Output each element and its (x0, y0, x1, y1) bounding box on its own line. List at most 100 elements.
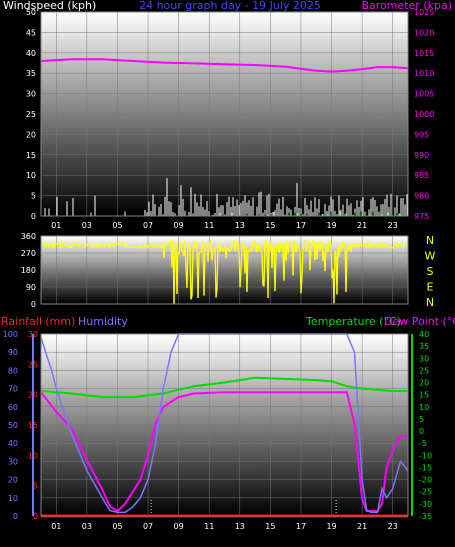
barometer-tick: 1005 (414, 90, 434, 99)
windspeed-tick: 5 (31, 192, 36, 201)
direction-mark (88, 244, 89, 245)
direction-mark (75, 245, 76, 246)
direction-mark (306, 249, 307, 251)
humidity-axis-label: Humidity (78, 315, 128, 328)
direction-mark (152, 246, 153, 247)
direction-mark (135, 247, 136, 248)
hour-tick: 03 (82, 522, 92, 531)
hour-tick: 09 (174, 522, 184, 531)
direction-mark (223, 250, 224, 251)
hour-tick: 11 (204, 221, 214, 230)
hour-tick: 01 (51, 522, 61, 531)
direction-mark (395, 244, 396, 246)
direction-degree-tick: 0 (31, 300, 36, 309)
hour-tick: 11 (204, 522, 214, 531)
direction-mark (249, 251, 250, 252)
wind-baro-panel: Windspeed (kph) 24 hour graph day - 19 J… (3, 0, 452, 230)
hour-tick: 19 (326, 221, 336, 230)
direction-mark (107, 243, 108, 244)
direction-mark (233, 241, 234, 242)
direction-mark (200, 252, 201, 253)
direction-mark (311, 246, 312, 248)
hour-tick: 03 (82, 221, 92, 230)
hour-tick: 23 (388, 221, 398, 230)
windspeed-tick: 10 (26, 171, 36, 180)
direction-mark (149, 244, 150, 245)
direction-mark (291, 242, 292, 244)
direction-mark (125, 246, 126, 248)
hour-tick: 05 (112, 522, 122, 531)
direction-mark (85, 246, 86, 247)
direction-mark (72, 246, 73, 248)
rainfall-axis-label: Rainfall (mm) (1, 315, 75, 328)
direction-mark (43, 243, 44, 245)
windspeed-tick: 40 (26, 49, 36, 58)
direction-mark (66, 245, 67, 247)
compass-tick: N (426, 296, 434, 309)
direction-mark (387, 247, 388, 248)
direction-mark (365, 244, 366, 246)
hour-tick: 21 (357, 221, 367, 230)
windspeed-tick: 15 (26, 151, 36, 160)
barometer-tick: 1015 (414, 49, 434, 58)
direction-degree-tick: 270 (21, 249, 36, 258)
direction-mark (58, 243, 59, 245)
hour-tick: 15 (265, 522, 275, 531)
direction-mark (294, 240, 295, 241)
windspeed-tick: 45 (26, 28, 36, 37)
hour-tick: 17 (296, 522, 306, 531)
barometer-axis-label: Barometer (kpa) (361, 0, 452, 12)
barometer-tick: 1020 (414, 28, 434, 37)
hour-tick: 19 (326, 522, 336, 531)
windspeed-tick: 50 (26, 8, 36, 17)
hour-tick: 01 (51, 221, 61, 230)
direction-mark (189, 247, 190, 249)
windspeed-axis-label: Windspeed (kph) (3, 0, 96, 12)
windspeed-tick: 0 (31, 212, 36, 221)
temperature-tick: 5 (419, 415, 424, 424)
hour-tick: 21 (357, 522, 367, 531)
barometer-tick: 1010 (414, 69, 434, 78)
barometer-tick: 1025 (414, 8, 434, 17)
barometer-tick: 995 (414, 130, 429, 139)
direction-mark (98, 246, 99, 247)
humidity-tick: 10 (8, 494, 18, 503)
direction-mark (130, 247, 131, 248)
humidity-tick: 70 (8, 385, 18, 394)
temperature-tick: -5 (419, 439, 427, 448)
dewpoint-axis-label: Dew Point (°C) (384, 315, 455, 328)
compass-tick: W (425, 250, 436, 263)
direction-mark (206, 244, 207, 245)
humidity-tick: 100 (3, 330, 18, 339)
direction-mark (84, 247, 85, 248)
humidity-tick: 20 (8, 476, 18, 485)
direction-mark (109, 247, 110, 248)
humidity-tick: 90 (8, 348, 18, 357)
direction-mark (393, 248, 394, 249)
temperature-tick: 10 (419, 403, 429, 412)
direction-mark (44, 245, 45, 247)
hour-tick: 05 (112, 221, 122, 230)
temperature-tick: -10 (419, 451, 432, 460)
direction-mark (69, 247, 70, 248)
direction-mark (384, 246, 385, 248)
temperature-tick: 0 (419, 427, 424, 436)
hour-tick: 07 (143, 221, 153, 230)
direction-mark (156, 243, 157, 245)
direction-mark (210, 241, 211, 242)
compass-tick: E (427, 281, 434, 294)
direction-mark (344, 242, 345, 243)
direction-mark (221, 247, 222, 248)
hour-tick: 23 (388, 522, 398, 531)
humidity-tick: 40 (8, 439, 18, 448)
temperature-tick: 40 (419, 330, 429, 339)
